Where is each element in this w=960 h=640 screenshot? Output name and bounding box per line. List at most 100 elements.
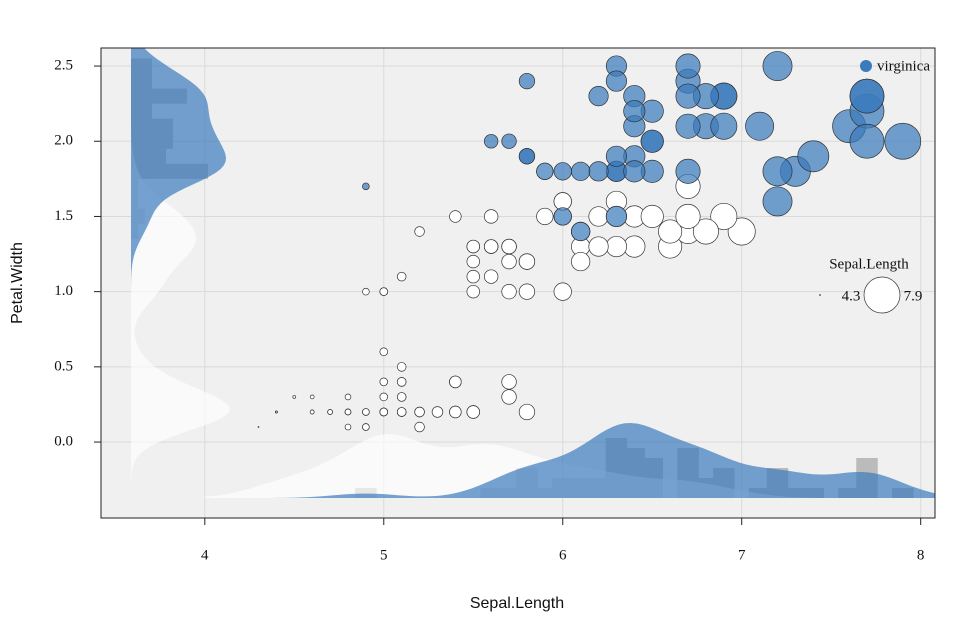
size-legend-key <box>819 294 821 296</box>
marginal-density <box>204 422 935 498</box>
point <box>675 113 701 139</box>
point <box>379 287 389 296</box>
point <box>692 218 719 245</box>
point <box>501 133 517 149</box>
y-tick-label: 0.0 <box>54 433 73 449</box>
point <box>536 162 554 180</box>
point <box>362 408 370 416</box>
x-tick-label: 5 <box>380 547 388 563</box>
point <box>466 284 480 299</box>
legend-swatch <box>860 60 872 72</box>
x-tick-label: 4 <box>201 547 209 563</box>
point <box>518 72 536 90</box>
point <box>536 207 554 226</box>
plot-frame <box>100 47 936 519</box>
y-tick-label: 1.5 <box>54 208 73 224</box>
point <box>675 158 701 184</box>
point <box>501 389 517 405</box>
size-legend-key <box>863 276 901 314</box>
point <box>588 236 609 257</box>
point <box>658 219 683 244</box>
point <box>605 70 628 92</box>
point <box>588 161 609 182</box>
marginal-density <box>131 48 230 503</box>
point <box>727 217 756 246</box>
point <box>466 254 480 269</box>
point <box>675 203 701 229</box>
y-tick-label: 2.0 <box>54 133 73 149</box>
point <box>710 202 738 230</box>
plot-layer <box>101 48 935 518</box>
point <box>449 405 462 419</box>
point <box>483 269 499 284</box>
point <box>309 409 315 415</box>
point <box>553 282 572 301</box>
point <box>553 207 572 226</box>
point <box>518 253 536 270</box>
point <box>518 403 536 421</box>
point <box>379 392 389 402</box>
point <box>449 210 462 223</box>
point <box>396 392 407 402</box>
point <box>745 111 775 141</box>
y-axis-label: Petal.Width <box>9 242 26 324</box>
point <box>466 269 480 284</box>
point <box>675 53 701 79</box>
point <box>414 406 425 418</box>
point <box>762 51 793 81</box>
point <box>623 160 646 183</box>
legend-label: virginica <box>877 58 930 74</box>
point <box>362 287 370 296</box>
point <box>466 405 480 419</box>
point <box>431 406 444 418</box>
point <box>518 148 536 165</box>
point <box>501 283 517 300</box>
x-tick-label: 6 <box>559 547 567 563</box>
point <box>396 362 407 372</box>
size-legend-label: 7.9 <box>904 288 923 304</box>
point <box>344 408 352 416</box>
point <box>362 182 370 191</box>
point <box>501 238 517 255</box>
point <box>605 145 628 167</box>
point <box>797 140 830 173</box>
point <box>571 161 591 181</box>
point <box>588 86 609 107</box>
point <box>571 221 591 242</box>
point <box>275 410 278 414</box>
x-axis-label: Sepal.Length <box>470 595 564 612</box>
y-tick-label: 1.0 <box>54 283 73 299</box>
point <box>292 395 297 399</box>
point <box>396 271 407 282</box>
point <box>884 122 922 160</box>
plot-background <box>101 48 935 518</box>
y-tick-label: 0.5 <box>54 358 73 374</box>
point <box>379 377 389 387</box>
point <box>396 407 407 417</box>
x-tick-label: 7 <box>738 547 746 563</box>
point <box>309 394 315 400</box>
point <box>571 251 591 272</box>
point <box>501 374 517 390</box>
point <box>344 423 352 431</box>
point <box>483 239 499 254</box>
point <box>762 156 793 187</box>
point <box>640 204 664 228</box>
point <box>379 407 389 417</box>
x-tick-label: 8 <box>917 547 925 563</box>
point <box>553 162 572 181</box>
point <box>675 83 701 109</box>
point <box>344 393 352 401</box>
point <box>483 209 499 224</box>
point <box>396 377 407 387</box>
point <box>327 409 333 415</box>
point <box>588 206 609 227</box>
point <box>762 186 793 217</box>
point <box>605 235 628 258</box>
size-legend-title: Sepal.Length <box>829 256 909 272</box>
point <box>257 426 260 428</box>
point <box>362 423 370 431</box>
point <box>518 283 536 300</box>
point <box>466 239 480 254</box>
